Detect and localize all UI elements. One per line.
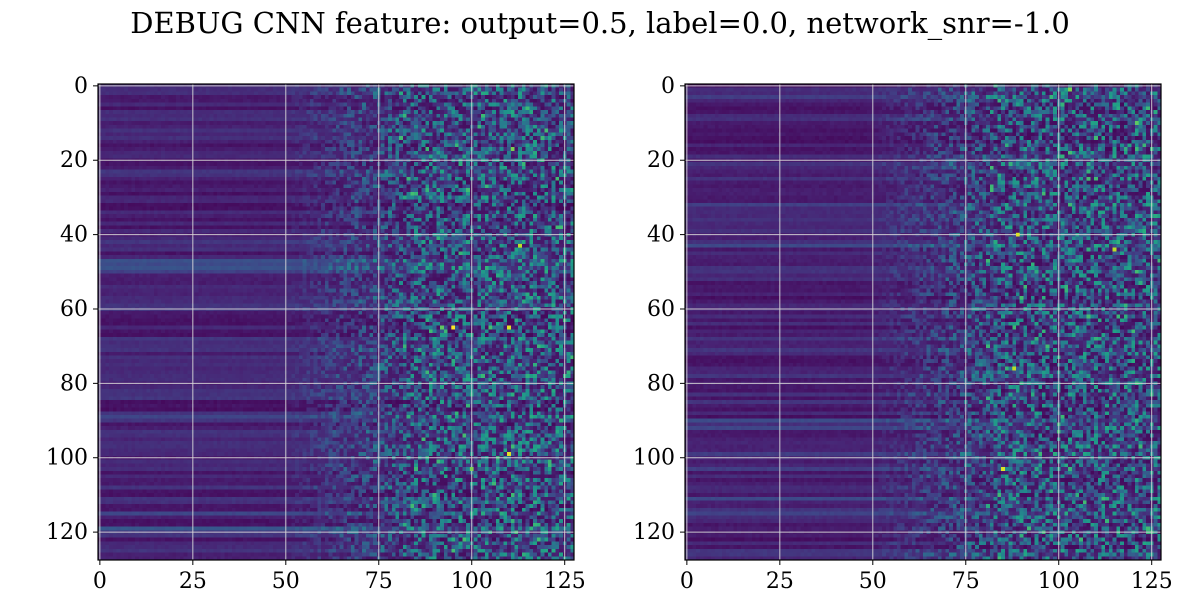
- x-tick-label: 125: [544, 569, 586, 594]
- heatmap-bright-cell: [1015, 232, 1020, 237]
- x-tick-label: 50: [272, 569, 300, 594]
- axes-frame: [684, 83, 1162, 561]
- heatmap-bright-cell: [1134, 121, 1139, 125]
- y-tick-label: 20: [647, 148, 675, 173]
- y-tick-label: 60: [60, 297, 88, 322]
- x-tick-label: 125: [1131, 569, 1173, 594]
- heatmap-bright-cell: [440, 325, 444, 330]
- y-tick-label: 120: [633, 520, 675, 545]
- x-tick-label: 50: [859, 569, 887, 594]
- y-tick-label: 60: [647, 297, 675, 322]
- y-tick-label: 0: [74, 74, 88, 99]
- axes-frame: [97, 83, 575, 561]
- x-tick-label: 75: [365, 569, 393, 594]
- heatmap-bright-cell: [507, 452, 511, 456]
- x-tick-label: 0: [93, 569, 107, 594]
- x-tick-label: 25: [766, 569, 794, 594]
- heatmap-bright-cell: [1012, 366, 1016, 371]
- heatmap-bright-cell: [1086, 176, 1091, 181]
- y-tick-label: 100: [46, 446, 88, 471]
- heatmap-bright-cell: [469, 467, 474, 471]
- heatmap-bright-cell: [510, 147, 515, 151]
- y-tick-label: 20: [60, 148, 88, 173]
- y-tick-label: 120: [46, 520, 88, 545]
- y-tick-label: 40: [60, 223, 88, 248]
- heatmap-bright-cell: [1112, 247, 1117, 252]
- x-tick-label: 100: [451, 569, 493, 594]
- heatmap-bright-cell: [507, 325, 511, 330]
- heatmap-bright-cell: [1068, 87, 1072, 92]
- heatmap-panel-left: 0 25 50 75 100 125 0 20 40 60 80 100 120: [46, 74, 586, 594]
- y-tick-label: 80: [60, 371, 88, 396]
- heatmap-bright-cell: [488, 325, 493, 330]
- x-tick-label: 75: [952, 569, 980, 594]
- y-tick-label: 40: [647, 223, 675, 248]
- y-tick-label: 80: [647, 371, 675, 396]
- heatmap-bright-cell: [518, 243, 522, 248]
- x-tick-label: 0: [680, 569, 694, 594]
- heatmap-raster-right: [685, 84, 1161, 560]
- figure-title: DEBUG CNN feature: output=0.5, label=0.0…: [130, 6, 1070, 41]
- heatmap-bright-cell: [1001, 467, 1005, 471]
- heatmap-bright-cell: [1019, 295, 1024, 300]
- x-tick-label: 25: [179, 569, 207, 594]
- heatmap-bright-cell: [451, 325, 455, 330]
- y-tick-label: 100: [633, 446, 675, 471]
- heatmap-panel-right: 0 25 50 75 100 125 0 20 40 60 80 100 120: [633, 74, 1173, 594]
- heatmap-raster-left: [98, 84, 574, 560]
- x-tick-label: 100: [1038, 569, 1080, 594]
- y-tick-label: 0: [661, 74, 675, 99]
